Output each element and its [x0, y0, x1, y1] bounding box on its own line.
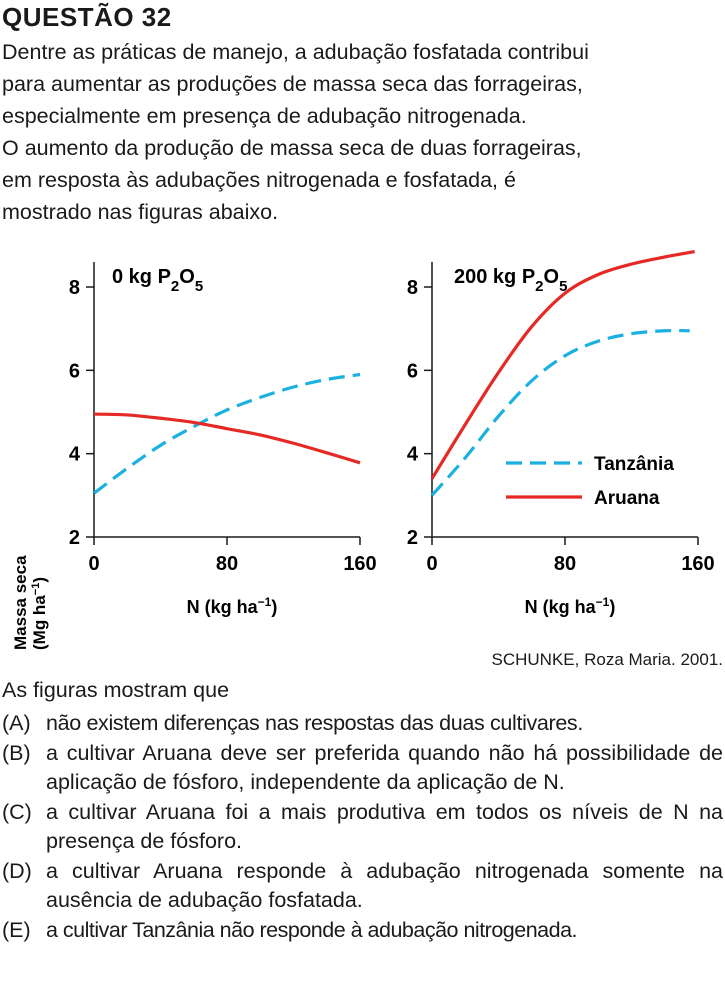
option-d[interactable]: (D) a cultivar Aruana responde à adubaçã…: [2, 857, 723, 916]
y-tick-label: 4: [69, 444, 81, 466]
y-unit-end: ): [30, 577, 49, 583]
y-unit-sup: −1: [30, 583, 42, 596]
series-line-tanzania: [430, 328, 690, 497]
option-letter: (B): [2, 740, 31, 765]
chart-2-title-main: 200 kg P: [454, 266, 535, 288]
chart-1-xlabel: N (kg ha−1): [187, 595, 278, 617]
option-b[interactable]: (B) a cultivar Aruana deve ser preferida…: [2, 739, 723, 798]
question-stem: Dentre as práticas de manejo, a adubação…: [2, 36, 722, 228]
y-axis-label: Massa seca: [11, 555, 30, 650]
svg-text:(Mg ha−1): (Mg ha−1): [30, 577, 49, 650]
chart-2-xlabel-end: ): [609, 597, 615, 617]
option-letter: (A): [2, 711, 31, 735]
option-e[interactable]: (E) a cultivar Tanzânia não responde à a…: [2, 916, 723, 946]
chart-2-legend: Tanzânia Aruana: [506, 454, 674, 509]
chart-2-xlabel-sup: −1: [596, 595, 610, 609]
y-tick-label: 8: [69, 277, 80, 299]
chart-1-xlabel-main: N (kg ha: [187, 597, 259, 617]
option-text: a cultivar Aruana foi a mais produtiva e…: [46, 799, 723, 854]
chart-1-title-mid: O: [179, 266, 195, 288]
x-tick-label: 80: [554, 553, 576, 575]
x-tick-label: 0: [426, 553, 437, 575]
chart-2-title-sub: 2: [535, 278, 543, 295]
option-text: não existem diferenças nas respostas das…: [46, 711, 583, 735]
y-tick-label: 8: [407, 277, 418, 299]
y-unit-main: (Mg ha: [30, 595, 49, 650]
stem-line: em resposta às adubações nitrogenada e f…: [2, 168, 516, 192]
chart-2-xlabel-main: N (kg ha: [525, 597, 597, 617]
chart-2-title: 200 kg P2O5: [454, 266, 567, 295]
y-axis-label-line1: Massa seca: [11, 555, 30, 650]
option-letter: (C): [2, 799, 32, 824]
chart-1-xlabel-sup: −1: [258, 595, 272, 609]
chart-1-title-main: 0 kg P: [112, 266, 171, 288]
legend-aruana-label: Aruana: [594, 488, 660, 509]
y-tick-label: 6: [407, 360, 418, 382]
stem-line: O aumento da produção de massa seca de d…: [2, 136, 582, 160]
option-text: a cultivar Tanzânia não responde à aduba…: [46, 917, 578, 942]
question-prompt: As figuras mostram que: [2, 678, 230, 702]
option-text: a cultivar Aruana deve ser preferida qua…: [46, 740, 723, 795]
option-text: a cultivar Aruana responde à adubação ni…: [46, 858, 723, 913]
y-tick-label: 2: [69, 527, 80, 549]
series-line-tanzania: [93, 372, 361, 495]
legend-tanzania-label: Tanzânia: [594, 454, 674, 475]
chart-2-title-mid: O: [544, 266, 560, 288]
chart-1-xlabel-end: ): [271, 597, 277, 617]
stem-line: mostrado nas figuras abaixo.: [2, 200, 279, 224]
option-c[interactable]: (C) a cultivar Aruana foi a mais produti…: [2, 798, 723, 857]
y-tick-label: 2: [407, 527, 418, 549]
source-citation: SCHUNKE, Roza Maria. 2001.: [491, 650, 723, 669]
option-letter: (E): [2, 917, 31, 942]
chart-2-title-sub2: 5: [559, 278, 567, 295]
answer-options: (A) não existem diferenças nas respostas…: [2, 709, 723, 945]
x-tick-label: 160: [343, 553, 376, 575]
y-axis-label-units: (Mg ha−1): [30, 577, 49, 650]
stem-line: para aumentar as produções de massa seca…: [2, 72, 583, 96]
chart-1-title-sub: 2: [171, 278, 179, 295]
y-tick-label: 4: [407, 444, 419, 466]
x-tick-label: 80: [216, 553, 238, 575]
chart-1-title-sub2: 5: [195, 278, 203, 295]
question-title: QUESTÃO 32: [2, 2, 172, 32]
y-tick-label: 6: [69, 360, 80, 382]
option-a[interactable]: (A) não existem diferenças nas respostas…: [2, 709, 723, 739]
stem-line: Dentre as práticas de manejo, a adubação…: [2, 40, 589, 64]
chart-1-title: 0 kg P2O5: [112, 266, 203, 295]
stem-line: especialmente em presença de adubação ni…: [2, 104, 527, 128]
x-tick-label: 0: [88, 553, 99, 575]
chart-2-xlabel: N (kg ha−1): [525, 595, 616, 617]
option-letter: (D): [2, 858, 32, 883]
series-line-aruana: [93, 412, 361, 465]
x-tick-label: 160: [681, 553, 714, 575]
charts-figure: Massa seca (Mg ha−1) 0 kg P2O5 N (kg ha−…: [11, 250, 715, 650]
series-line-aruana: [430, 250, 695, 480]
